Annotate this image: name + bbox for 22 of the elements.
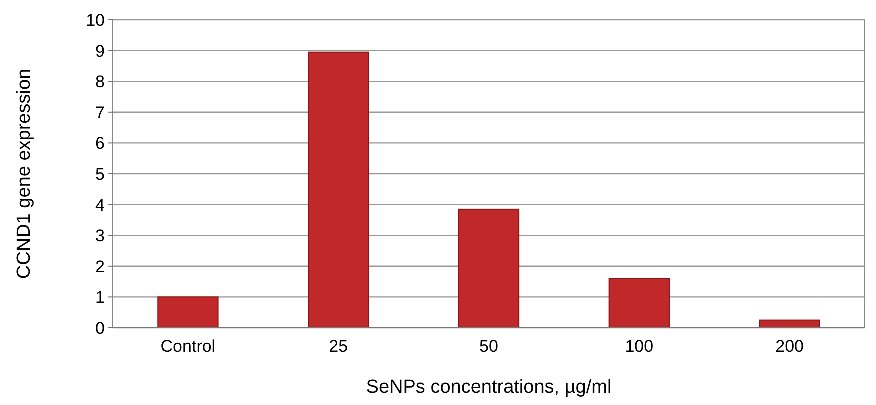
x-tick-label: Control [160, 337, 216, 356]
x-tick-label: 100 [625, 337, 654, 356]
y-tick-label: 9 [96, 42, 105, 61]
y-tick-label: 1 [96, 288, 105, 308]
y-tick-label: 0 [96, 318, 105, 338]
y-tick-label: 2 [96, 257, 105, 276]
x-tick-label: 200 [776, 337, 804, 356]
y-tick-label: 8 [96, 72, 105, 92]
bar [158, 296, 219, 328]
bar [308, 52, 370, 328]
y-tick-label: 6 [96, 134, 105, 154]
y-tick-label: 4 [96, 196, 105, 215]
y-tick-label: 10 [86, 10, 105, 30]
y-tick-label: 5 [96, 164, 105, 184]
bar [608, 278, 670, 328]
y-tick-label: 3 [96, 226, 105, 246]
bar [458, 208, 520, 328]
y-tick-label: 7 [96, 103, 105, 122]
y-axis-title: CCND1 gene expression [14, 68, 35, 280]
x-axis-title: SeNPs concentrations, µg/ml [366, 377, 612, 398]
x-tick-label: 50 [480, 337, 498, 356]
x-tick-label: 25 [329, 337, 348, 356]
